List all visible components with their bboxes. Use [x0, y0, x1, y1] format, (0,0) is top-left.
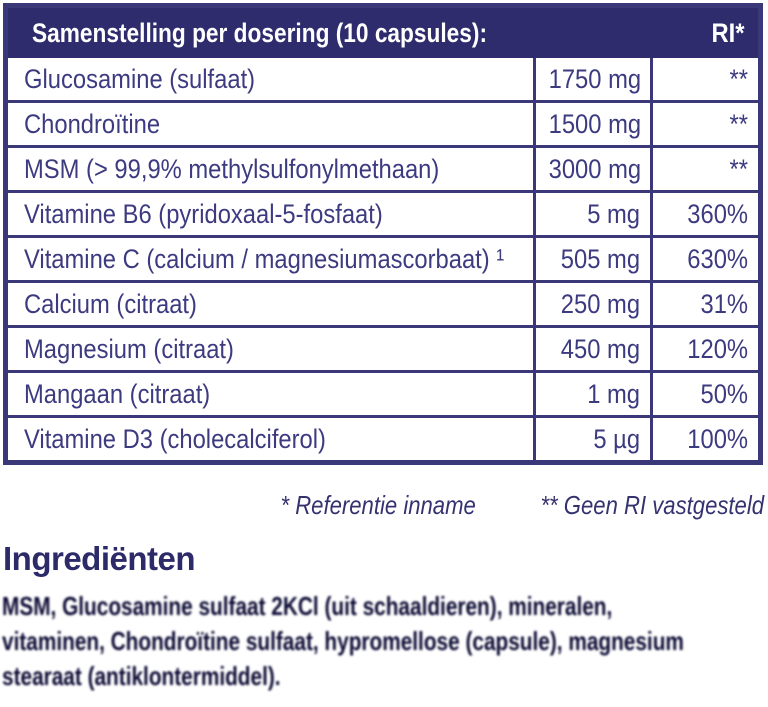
ingredient-ri: **	[729, 154, 748, 184]
ingredient-ri: 630%	[687, 244, 748, 274]
ingredients-line: vitaminen, Chondroïtine sulfaat, hyprome…	[2, 626, 684, 656]
footnote-no-ri: ** Geen RI vastgesteld	[540, 490, 764, 520]
ingredient-ri: **	[729, 109, 748, 139]
ingredient-name: Glucosamine (sulfaat)	[24, 64, 256, 94]
ri-column-header: RI*	[711, 17, 745, 48]
ingredient-amount: 1750 mg	[548, 64, 642, 94]
ingredient-name: Mangaan (citraat)	[24, 379, 211, 409]
ingredient-amount: 450 mg	[560, 334, 640, 364]
table-footnotes: * Referentie inname ** Geen RI vastgeste…	[246, 490, 764, 521]
table-row: MSM (> 99,9% methylsulfonylmethaan) 3000…	[8, 145, 758, 190]
ingredient-name: Magnesium (citraat)	[24, 334, 234, 364]
table-row: Calcium (citraat) 250 mg 31%	[8, 280, 758, 325]
ingredient-ri: 31%	[700, 289, 748, 319]
ingredient-name: Chondroïtine	[24, 109, 161, 139]
ingredient-amount: 5 mg	[587, 199, 640, 229]
table-row: Vitamine D3 (cholecalciferol) 5 µg 100%	[8, 415, 758, 460]
composition-table: Samenstelling per dosering (10 capsules)…	[3, 3, 763, 465]
ingredient-ri: 120%	[687, 334, 748, 364]
ingredients-line: MSM, Glucosamine sulfaat 2KCl (uit schaa…	[2, 591, 613, 621]
ingredient-amount: 3000 mg	[548, 154, 642, 184]
ingredient-ri: 50%	[700, 379, 748, 409]
ingredient-name: Vitamine B6 (pyridoxaal-5-fosfaat)	[24, 199, 383, 229]
ingredient-name: MSM (> 99,9% methylsulfonylmethaan)	[24, 154, 440, 184]
table-row: Mangaan (citraat) 1 mg 50%	[8, 370, 758, 415]
ingredient-amount: 1500 mg	[548, 109, 642, 139]
table-row: Chondroïtine 1500 mg **	[8, 100, 758, 145]
ingredients-heading: Ingrediënten	[3, 540, 196, 577]
ingredient-amount: 1 mg	[587, 379, 640, 409]
table-row: Magnesium (citraat) 450 mg 120%	[8, 325, 758, 370]
footnote-reference-intake: * Referentie inname	[280, 490, 476, 520]
ingredient-ri: 360%	[687, 199, 748, 229]
ingredient-amount: 250 mg	[560, 289, 640, 319]
ingredients-line: stearaat (antiklontermiddel).	[2, 661, 281, 691]
table-row: Glucosamine (sulfaat) 1750 mg **	[8, 58, 758, 100]
ingredient-name: Vitamine C (calcium / magnesiumascorbaat…	[24, 244, 505, 274]
table-title: Samenstelling per dosering (10 capsules)…	[32, 17, 488, 48]
ingredient-ri: **	[729, 64, 748, 94]
table-row: Vitamine B6 (pyridoxaal-5-fosfaat) 5 mg …	[8, 190, 758, 235]
ingredient-name: Vitamine D3 (cholecalciferol)	[24, 424, 326, 454]
ingredient-amount: 505 mg	[560, 244, 640, 274]
ingredient-name: Calcium (citraat)	[24, 289, 197, 319]
ingredients-paragraph: MSM, Glucosamine sulfaat 2KCl (uit schaa…	[2, 589, 768, 694]
table-header-row: Samenstelling per dosering (10 capsules)…	[8, 8, 758, 58]
table-row: Vitamine C (calcium / magnesiumascorbaat…	[8, 235, 758, 280]
ingredient-amount: 5 µg	[593, 424, 640, 454]
ingredient-ri: 100%	[687, 424, 748, 454]
